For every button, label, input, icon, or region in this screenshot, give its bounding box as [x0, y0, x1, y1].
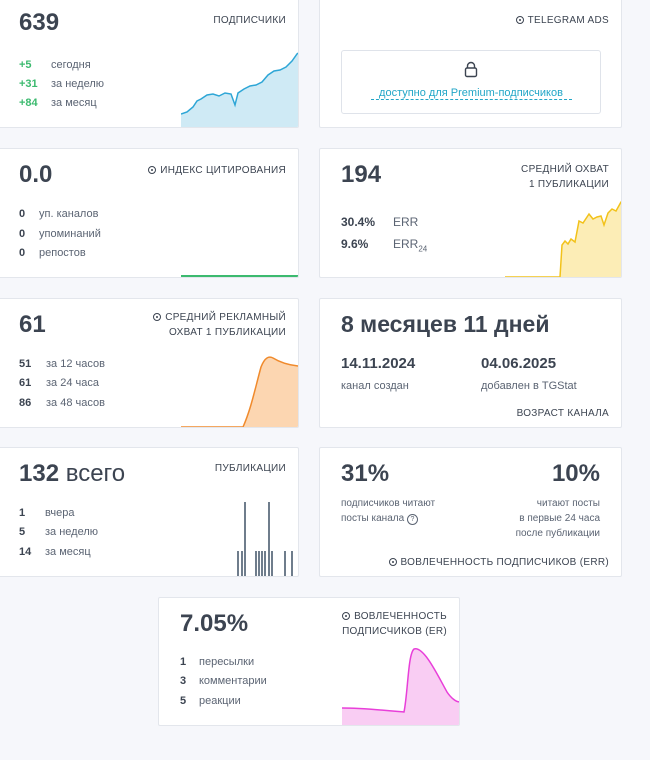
er-title: ВОВЛЕЧЕННОСТЬ ПОДПИСЧИКОВ (ER) — [342, 611, 447, 637]
subscribers-today: +5 сегодня — [19, 59, 91, 71]
info-icon — [148, 166, 157, 174]
citation-channels: 0 уп. каналов — [19, 208, 99, 220]
reach-err: 30.4% ERR — [341, 215, 419, 229]
info-icon — [153, 313, 162, 321]
err-left-text: подписчиков читают посты канала ? — [341, 498, 436, 525]
ad-reach-48h: 86 за 48 часов — [19, 397, 105, 409]
err-right-value: 10% — [551, 460, 600, 487]
err-footer: ВОВЛЕЧЕННОСТЬ ПОДПИСЧИКОВ (ERR) — [388, 555, 609, 570]
citation-card[interactable]: 0.0 ИНДЕКС ЦИТИРОВАНИЯ 0 уп. каналов 0 упо… — [0, 148, 299, 278]
subscribers-month: +84 за месяц — [19, 97, 97, 109]
ad-reach-card[interactable]: 61 СРЕДНИЙ РЕКЛАМНЫЙ ОХВАТ 1 ПУБЛИКАЦИИ … — [0, 298, 299, 428]
ad-reach-sparkline — [181, 356, 298, 427]
err-right-text: читают посты в первые 24 часа после публ… — [515, 498, 600, 539]
channel-age-value: 8 месяцев 11 дней — [341, 311, 550, 337]
subscribers-title: ПОДПИСЧИКИ — [213, 15, 286, 26]
ad-reach-value: 61 — [19, 311, 46, 338]
created-label: канал создан — [341, 380, 409, 392]
ad-reach-24h: 61 за 24 часа — [19, 377, 99, 389]
ad-reach-12h: 51 за 12 часов — [19, 358, 105, 370]
er-value: 7.05% — [180, 610, 249, 637]
question-icon[interactable]: ? — [406, 514, 418, 525]
added-label: добавлен в TGStat — [481, 380, 577, 392]
ad-reach-title: СРЕДНИЙ РЕКЛАМНЫЙ ОХВАТ 1 ПУБЛИКАЦИИ — [153, 310, 286, 340]
citation-value: 0.0 — [19, 161, 53, 188]
er-reactions: 5 реакции — [180, 695, 241, 707]
citation-title: ИНДЕКС ЦИТИРОВАНИЯ — [148, 163, 286, 178]
posts-bar-chart — [237, 502, 293, 576]
posts-title: ПУБЛИКАЦИИ — [214, 463, 286, 474]
posts-total: 132 всего — [19, 460, 126, 487]
er-comments: 3 комментарии — [180, 675, 267, 687]
reach-err24: 9.6% ERR24 — [341, 237, 428, 254]
citation-sparkline — [181, 275, 298, 277]
posts-week: 5 за неделю — [19, 526, 99, 538]
posts-yesterday: 1 вчера — [19, 507, 75, 519]
info-icon — [515, 16, 524, 24]
err-left-value: 31% — [341, 460, 390, 487]
premium-box: доступно для Premium-подписчиков — [341, 50, 601, 114]
subscribers-week: +31 за неделю — [19, 78, 105, 90]
posts-card[interactable]: 132 всего ПУБЛИКАЦИИ 1 вчера 5 за неделю 1… — [0, 447, 299, 577]
channel-age-card: 8 месяцев 11 дней 14.11.2024 канал созда… — [319, 298, 622, 428]
created-date: 14.11.2024 — [341, 355, 416, 372]
channel-age-footer: ВОЗРАСТ КАНАЛА — [516, 408, 609, 419]
subscribers-sparkline — [181, 52, 298, 127]
reach-card[interactable]: 194 СРЕДНИЙ ОХВАТ 1 ПУБЛИКАЦИИ 30.4% ERR 9… — [319, 148, 622, 278]
info-icon — [342, 612, 351, 620]
reach-value: 194 — [341, 161, 382, 188]
premium-link[interactable]: доступно для Premium-подписчиков — [370, 87, 572, 100]
citation-reposts: 0 репостов — [19, 247, 86, 259]
reach-title: СРЕДНИЙ ОХВАТ 1 ПУБЛИКАЦИИ — [521, 164, 609, 190]
lock-icon — [464, 61, 478, 78]
subscribers-card[interactable]: 639 ПОДПИСЧИКИ +5 сегодня +31 за неделю +8… — [0, 0, 299, 128]
telegram-ads-card: TELEGRAM ADS доступно для Premium-подпис… — [319, 0, 622, 128]
er-card[interactable]: 7.05% ВОВЛЕЧЕННОСТЬ ПОДПИСЧИКОВ (ER) 1 пе… — [158, 597, 460, 726]
err-card: 31% подписчиков читают посты канала ? 10… — [319, 447, 622, 577]
citation-mentions: 0 упоминаний — [19, 228, 101, 240]
reach-sparkline — [505, 201, 621, 277]
posts-month: 14 за месяц — [19, 546, 91, 558]
info-icon — [388, 558, 397, 566]
added-date: 04.06.2025 — [481, 355, 557, 372]
subscribers-count: 639 — [19, 9, 60, 36]
er-sparkline — [342, 648, 459, 725]
telegram-ads-header: TELEGRAM ADS — [515, 13, 609, 28]
er-forwards: 1 пересылки — [180, 656, 255, 668]
